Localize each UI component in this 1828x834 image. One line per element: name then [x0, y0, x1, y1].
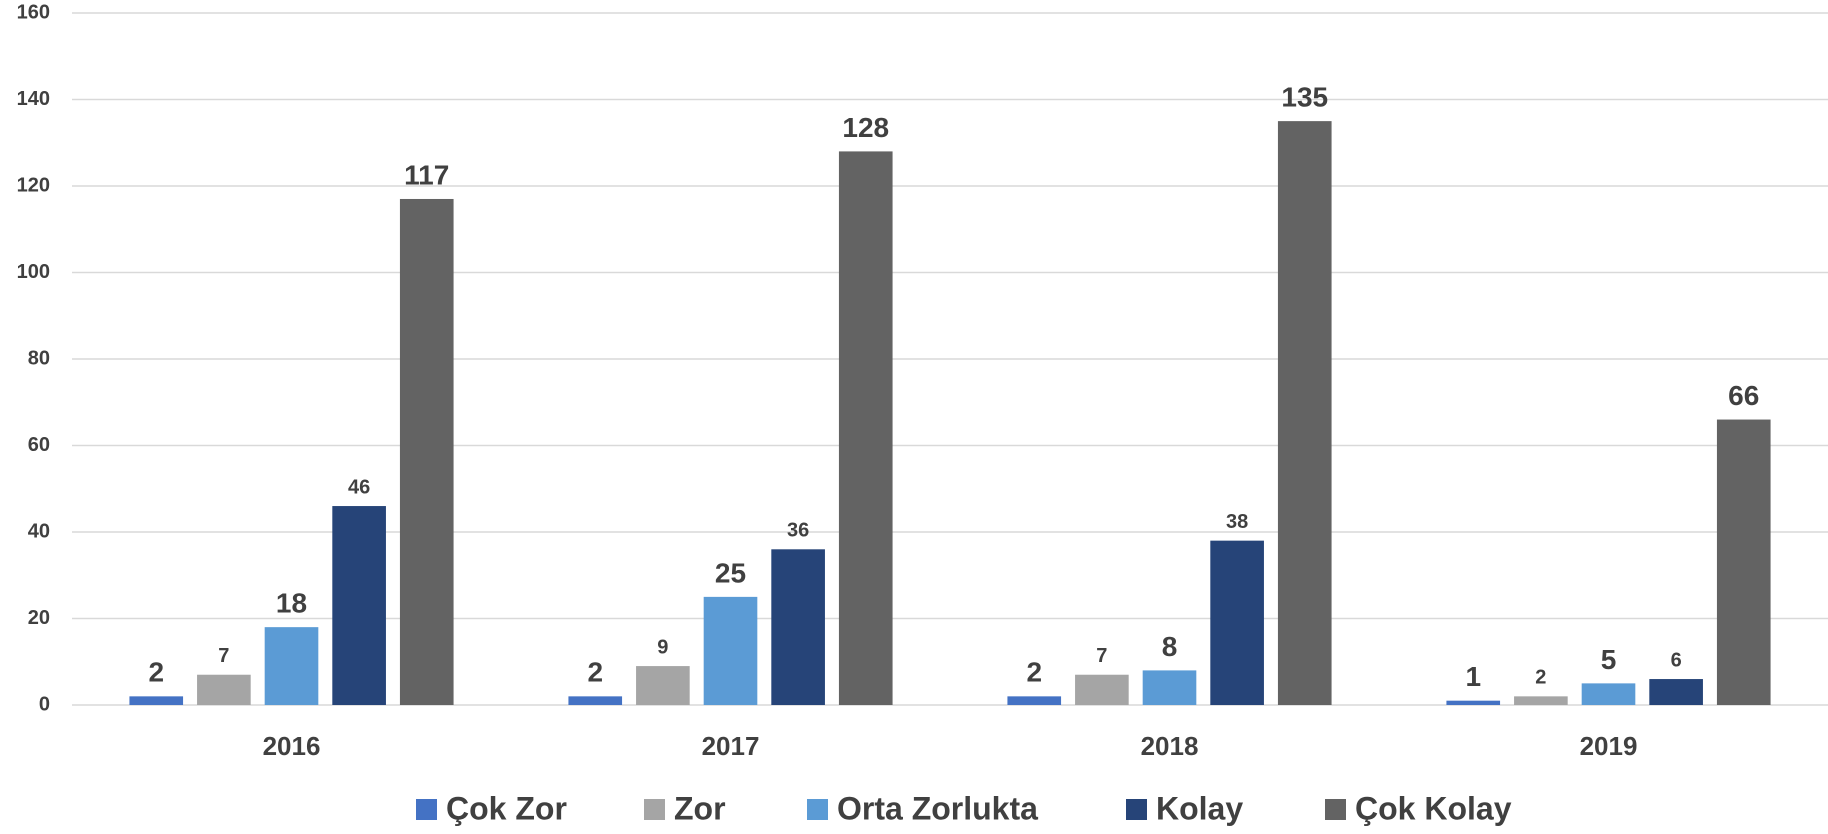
bar	[568, 696, 623, 705]
y-tick-label: 160	[17, 1, 50, 23]
bar	[771, 549, 825, 705]
bar	[838, 151, 893, 705]
legend-label: Çok Kolay	[1355, 790, 1512, 826]
legend-swatch	[807, 799, 828, 820]
y-tick-label: 60	[28, 434, 50, 456]
legend-swatch	[644, 799, 665, 820]
bar	[1142, 670, 1197, 705]
bar	[636, 666, 690, 705]
data-label: 2	[1535, 667, 1546, 689]
data-label: 25	[715, 557, 746, 588]
data-label: 8	[1162, 631, 1178, 662]
legend-swatch	[1325, 799, 1346, 820]
bar	[1007, 696, 1062, 705]
bar	[332, 506, 386, 705]
data-label: 2	[587, 657, 603, 688]
data-label: 2	[148, 657, 164, 688]
legend-label: Orta Zorlukta	[837, 790, 1038, 826]
data-label: 1	[1465, 661, 1481, 692]
bar	[1277, 121, 1332, 705]
bar	[197, 674, 251, 705]
data-label: 2	[1026, 657, 1042, 688]
x-tick-label: 2017	[702, 731, 760, 761]
bar	[1075, 674, 1129, 705]
y-tick-label: 0	[39, 693, 50, 715]
y-tick-label: 140	[17, 88, 50, 110]
y-tick-label: 100	[17, 261, 50, 283]
legend-label: Kolay	[1156, 790, 1243, 826]
data-label: 38	[1226, 511, 1248, 533]
x-tick-label: 2016	[263, 731, 321, 761]
legend-label: Çok Zor	[446, 790, 567, 826]
bar	[1446, 700, 1501, 705]
bar	[703, 596, 758, 705]
y-tick-label: 120	[17, 174, 50, 196]
y-tick-label: 20	[28, 607, 50, 629]
bar	[1210, 540, 1264, 705]
legend-label: Zor	[674, 790, 726, 826]
x-tick-label: 2019	[1580, 731, 1638, 761]
bar	[1581, 683, 1636, 705]
bar	[1649, 679, 1703, 705]
data-label: 7	[1096, 645, 1107, 667]
data-label: 18	[276, 588, 307, 619]
data-label: 135	[1281, 82, 1328, 113]
data-label: 46	[348, 476, 370, 498]
x-tick-label: 2018	[1141, 731, 1199, 761]
data-label: 128	[842, 112, 889, 143]
data-label: 117	[404, 159, 449, 190]
y-tick-label: 80	[28, 347, 50, 369]
bar	[1514, 696, 1568, 705]
y-tick-label: 40	[28, 520, 50, 542]
data-label: 7	[218, 645, 229, 667]
data-label: 36	[787, 520, 809, 542]
bar	[129, 696, 184, 705]
bar	[399, 198, 454, 705]
data-label: 5	[1601, 644, 1617, 675]
bar	[264, 627, 319, 705]
data-label: 66	[1728, 380, 1759, 411]
legend-swatch	[1126, 799, 1147, 820]
data-label: 6	[1671, 649, 1682, 671]
bar	[1716, 419, 1771, 705]
data-label: 9	[657, 636, 668, 658]
legend-swatch	[416, 799, 437, 820]
